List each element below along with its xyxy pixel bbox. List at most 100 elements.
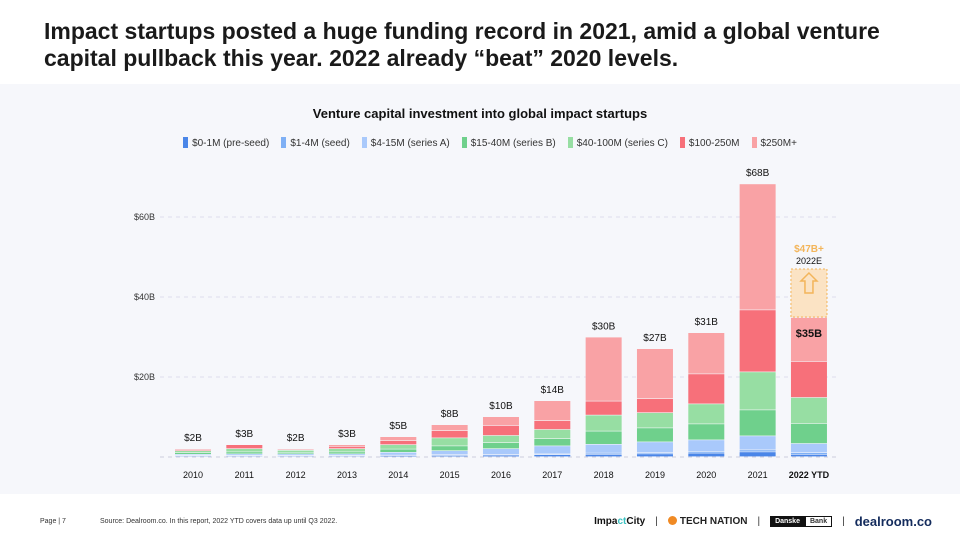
bar-segment	[739, 372, 776, 410]
bar-segment	[636, 453, 673, 454]
bar-segment	[380, 455, 417, 457]
bar-segment	[688, 451, 725, 453]
x-tick-label: 2015	[440, 470, 460, 480]
bar-segment	[688, 333, 725, 374]
bar-segment	[431, 455, 468, 457]
bar-segment	[175, 453, 211, 454]
dealroom-logo: dealroom.co	[854, 514, 932, 529]
x-tick-label: 2013	[337, 470, 357, 480]
source-note: Source: Dealroom.co. In this report, 202…	[100, 518, 338, 525]
legend-item: $40-100M (series C)	[567, 137, 668, 149]
total-label: $8B	[441, 409, 459, 420]
bar-segment	[739, 436, 776, 450]
total-label: $14B	[541, 385, 565, 396]
bar-segment	[482, 449, 519, 454]
bar-segment	[636, 399, 673, 413]
x-tick-label: 2020	[696, 470, 716, 480]
bar-segment	[534, 421, 571, 430]
bar-segment	[380, 449, 417, 452]
x-tick-label: 2010	[183, 470, 203, 480]
x-tick-label: 2012	[286, 470, 306, 480]
bar-segment	[790, 443, 827, 453]
bar-segment	[739, 310, 776, 372]
x-tick-label: 2017	[542, 470, 562, 480]
bar-segment	[585, 444, 622, 453]
total-label: $3B	[235, 429, 253, 440]
bar-segment	[482, 455, 519, 457]
estimate-sublabel: 2022E	[796, 256, 822, 266]
bar-segment	[482, 425, 519, 436]
bar-segment	[226, 452, 263, 454]
bar-segment	[636, 428, 673, 442]
bar-segment	[380, 441, 417, 445]
bar-segment	[482, 443, 519, 449]
bar-segment	[534, 455, 571, 457]
bar-segment	[431, 438, 468, 446]
bar-segment	[482, 417, 519, 426]
bar-segment	[431, 446, 468, 451]
legend-item: $0-1M (pre-seed)	[183, 137, 269, 149]
y-tick-label: $20B	[134, 372, 155, 382]
legend-item: $15-40M (series B)	[461, 137, 556, 149]
bar-segment	[534, 429, 571, 439]
bar-segment	[585, 401, 622, 415]
bar-segment	[790, 453, 827, 454]
bar-segment	[534, 439, 571, 446]
bar-segment	[790, 317, 827, 362]
bar-segment	[431, 431, 468, 438]
x-tick-label: 2018	[594, 470, 614, 480]
bar-segment	[175, 451, 211, 453]
bar-segment	[790, 454, 827, 457]
up-arrow-icon	[799, 271, 819, 294]
chart-title: Venture capital investment into global i…	[312, 106, 648, 121]
bar-segment	[380, 452, 417, 455]
bar-segment	[739, 184, 776, 310]
total-label: $3B	[338, 429, 356, 440]
bar-segment	[688, 424, 725, 440]
bar-segment	[636, 413, 673, 428]
y-tick-label: $40B	[134, 292, 155, 302]
bar-segment	[277, 450, 314, 452]
technation-logo: TECH NATION	[667, 516, 747, 527]
legend-item: $250M+	[751, 137, 797, 149]
bar-segment	[585, 454, 622, 457]
bar-segment	[585, 431, 622, 444]
total-label: $2B	[287, 433, 305, 444]
bar-segment	[175, 454, 211, 456]
bar-segment	[636, 454, 673, 457]
page-number: Page | 7	[40, 518, 66, 525]
bar-segment	[380, 445, 417, 449]
total-label: $10B	[489, 401, 513, 412]
x-tick-label: 2022 YTD	[789, 470, 830, 480]
x-tick-label: 2021	[748, 470, 768, 480]
bar-segment	[739, 450, 776, 452]
legend-item: $4-15M (series A)	[361, 137, 450, 149]
impactcity-logo: ImpactCity	[594, 516, 646, 527]
danske-bank-logo: Danske Bank	[770, 516, 833, 527]
footer: Page | 7 Source: Dealroom.co. In this re…	[40, 514, 932, 529]
bar-segment	[688, 374, 725, 404]
total-label: $30B	[592, 321, 616, 332]
bar-segment	[328, 449, 365, 452]
legend: $0-1M (pre-seed) $1-4M (seed) $4-15M (seri…	[0, 137, 960, 149]
bar-segment	[688, 404, 725, 424]
bar-segment	[790, 423, 827, 444]
headline: Impact startups posted a huge funding re…	[44, 18, 880, 71]
legend-item: $100-250M	[679, 137, 740, 149]
bar-segment	[790, 361, 827, 398]
x-tick-label: 2019	[645, 470, 665, 480]
total-label: $27B	[643, 333, 667, 344]
total-label: $31B	[695, 317, 719, 328]
y-tick-label: $60B	[134, 212, 155, 222]
legend-item: $1-4M (seed)	[281, 137, 350, 149]
bar-segment	[328, 445, 365, 446]
bar-segment	[277, 454, 314, 456]
x-tick-label: 2011	[235, 470, 254, 480]
bar-segment	[226, 454, 263, 456]
total-label: $5B	[389, 421, 407, 432]
bar-segment	[790, 397, 827, 424]
bar-segment	[328, 454, 365, 456]
bar-segment	[585, 337, 622, 401]
x-tick-label: 2014	[388, 470, 408, 480]
bar-segment	[688, 453, 725, 457]
